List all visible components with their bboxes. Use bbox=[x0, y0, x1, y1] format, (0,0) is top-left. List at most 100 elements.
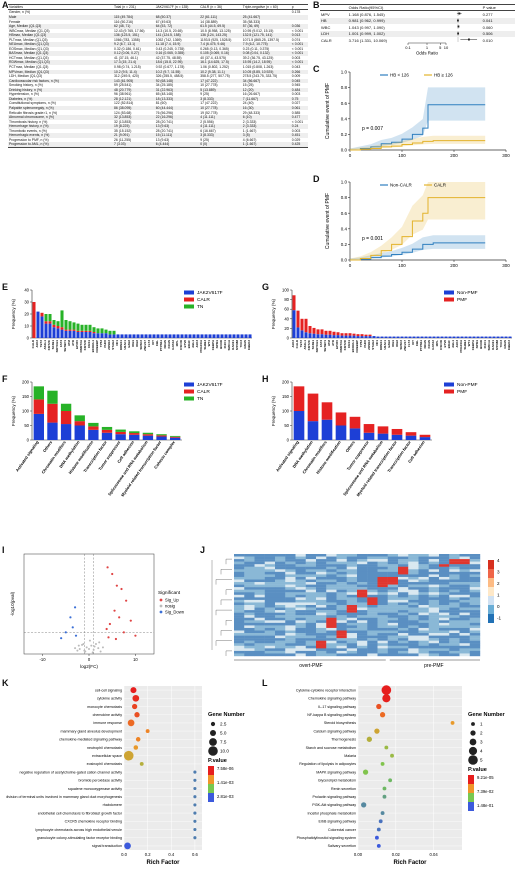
point-nosig bbox=[84, 650, 87, 653]
heatmap-cell bbox=[305, 571, 317, 575]
bar-TN bbox=[72, 322, 76, 330]
heatmap-cell bbox=[275, 650, 286, 654]
heatmap-cell bbox=[459, 602, 470, 606]
heatmap-cell bbox=[254, 589, 265, 593]
or-header-cell bbox=[435, 3, 482, 12]
heatmap-cell bbox=[254, 599, 265, 603]
enrichment-dot bbox=[374, 728, 380, 734]
term-label: Regulation of lipolysis in adipocytes bbox=[299, 762, 356, 766]
table-cell: 19 (52.778) bbox=[200, 110, 218, 115]
heatmap-cell bbox=[418, 648, 429, 652]
heatmap-cell bbox=[408, 587, 419, 590]
legend-label: HB ≥ 126 bbox=[434, 73, 453, 78]
heatmap-cell bbox=[316, 599, 327, 603]
heatmap-cell bbox=[326, 564, 337, 567]
heatmap-cell bbox=[367, 559, 378, 562]
term-label: cell-cell signaling bbox=[95, 688, 122, 692]
bar-JAK2V617F bbox=[100, 333, 104, 338]
category-label: NPM1 bbox=[215, 340, 219, 349]
table-cell: Hemorrhage history, n (%) bbox=[8, 124, 113, 129]
bar-Non-PMF bbox=[360, 336, 364, 338]
heatmap-cell bbox=[346, 625, 358, 629]
heatmap-cell bbox=[387, 576, 399, 580]
heatmap-cell bbox=[295, 615, 306, 618]
table-row: EOSmax, Median (Q1,Q3) 0.32 (0.186, 0.61)… bbox=[8, 47, 308, 52]
heatmap-cell bbox=[377, 571, 388, 575]
term-label: CXCR5 chemokine receptor binding bbox=[65, 820, 122, 824]
heatmap-cell bbox=[275, 635, 286, 639]
legend-title: Significant bbox=[158, 590, 181, 596]
heatmap-cell bbox=[244, 648, 255, 652]
heatmap-cell bbox=[295, 638, 306, 641]
category-label: TCF3 bbox=[499, 340, 503, 348]
bar-JAK2V617F bbox=[240, 334, 244, 338]
heatmap-cell bbox=[285, 643, 296, 646]
table-cell: 0.477 bbox=[290, 114, 308, 120]
y-tick-label: 40 bbox=[24, 288, 29, 293]
heatmap-cell bbox=[346, 582, 358, 585]
bar-Non-PMF bbox=[488, 336, 492, 338]
bar-Non-PMF bbox=[472, 336, 476, 338]
category-label: MYD88 bbox=[495, 340, 499, 350]
term-label: dichotomous subdivision of terminal unit… bbox=[6, 795, 122, 799]
heatmap-cell bbox=[449, 645, 460, 649]
heatmap-cell bbox=[367, 554, 378, 557]
heatmap-cell bbox=[244, 602, 255, 606]
heatmap-cell bbox=[418, 607, 429, 611]
term-label: signal transduction bbox=[92, 844, 122, 848]
or-variable: MPV bbox=[321, 11, 330, 17]
heatmap-cell bbox=[439, 559, 450, 562]
table-row: HCTmax, Median (Q1,Q3) 41 (37.15, 46.1) 42… bbox=[8, 56, 308, 61]
heatmap-cell bbox=[264, 648, 276, 652]
bar-PMF bbox=[293, 386, 305, 411]
heatmap-cell bbox=[428, 620, 440, 624]
heatmap-cell bbox=[336, 559, 347, 562]
heatmap-cell bbox=[305, 582, 317, 585]
table-row: PLTmax, Median (Q1,Q3) 1066 (783, 1358) 10… bbox=[8, 38, 308, 43]
heatmap-cell bbox=[387, 579, 399, 583]
heatmap-cell bbox=[264, 615, 276, 618]
table-cell: 0.12 (0.06, 0.27) bbox=[113, 51, 155, 56]
heatmap-cell bbox=[244, 584, 255, 588]
bar-JAK2V617F bbox=[216, 334, 220, 338]
heatmap-cell bbox=[469, 566, 481, 570]
y-tick-label: 0.2 bbox=[341, 242, 348, 247]
heatmap-cell bbox=[418, 589, 429, 593]
category-label: NRAS bbox=[423, 340, 427, 349]
bar-Non-PMF bbox=[464, 336, 468, 338]
forest-tick-label: 0.1 bbox=[405, 45, 411, 50]
heatmap-cell bbox=[254, 640, 265, 644]
category-label: KIT bbox=[151, 340, 155, 345]
category-label: CBL bbox=[415, 340, 419, 346]
heatmap-cell bbox=[316, 622, 327, 626]
heatmap-cell bbox=[326, 554, 337, 557]
heatmap-cell bbox=[387, 633, 399, 636]
heatmap-cell bbox=[357, 582, 368, 585]
bar-CALR bbox=[52, 324, 56, 328]
heatmap-cell bbox=[326, 582, 337, 585]
category-label: ASXL1 bbox=[303, 340, 307, 350]
bar-PMF bbox=[328, 330, 332, 335]
color-legend-swatch bbox=[468, 802, 474, 811]
legend-swatch bbox=[444, 389, 454, 394]
heatmap-cell bbox=[234, 648, 245, 652]
heatmap-cell bbox=[469, 605, 481, 608]
category-label: SETBP1 bbox=[63, 340, 67, 352]
table-cell: 0.105 (0.069, 0.16) bbox=[199, 51, 242, 56]
heatmap-cell bbox=[408, 556, 419, 560]
heatmap-cell bbox=[234, 622, 245, 626]
heatmap-cell bbox=[234, 569, 245, 573]
size-legend-label: 5 bbox=[480, 758, 483, 763]
category-label: NF1 bbox=[115, 340, 119, 346]
table-cell: < 0.001 bbox=[290, 60, 308, 65]
heatmap-cell bbox=[275, 566, 286, 570]
heatmap-cell bbox=[449, 640, 460, 644]
heatmap-cell bbox=[316, 638, 327, 641]
table-cell: Smoking history, n (%) bbox=[9, 83, 43, 88]
heatmap-cell bbox=[377, 648, 388, 652]
heatmap-cell bbox=[398, 579, 409, 583]
bar-JAK2V617F bbox=[47, 422, 58, 440]
heatmap-cell bbox=[357, 640, 368, 644]
